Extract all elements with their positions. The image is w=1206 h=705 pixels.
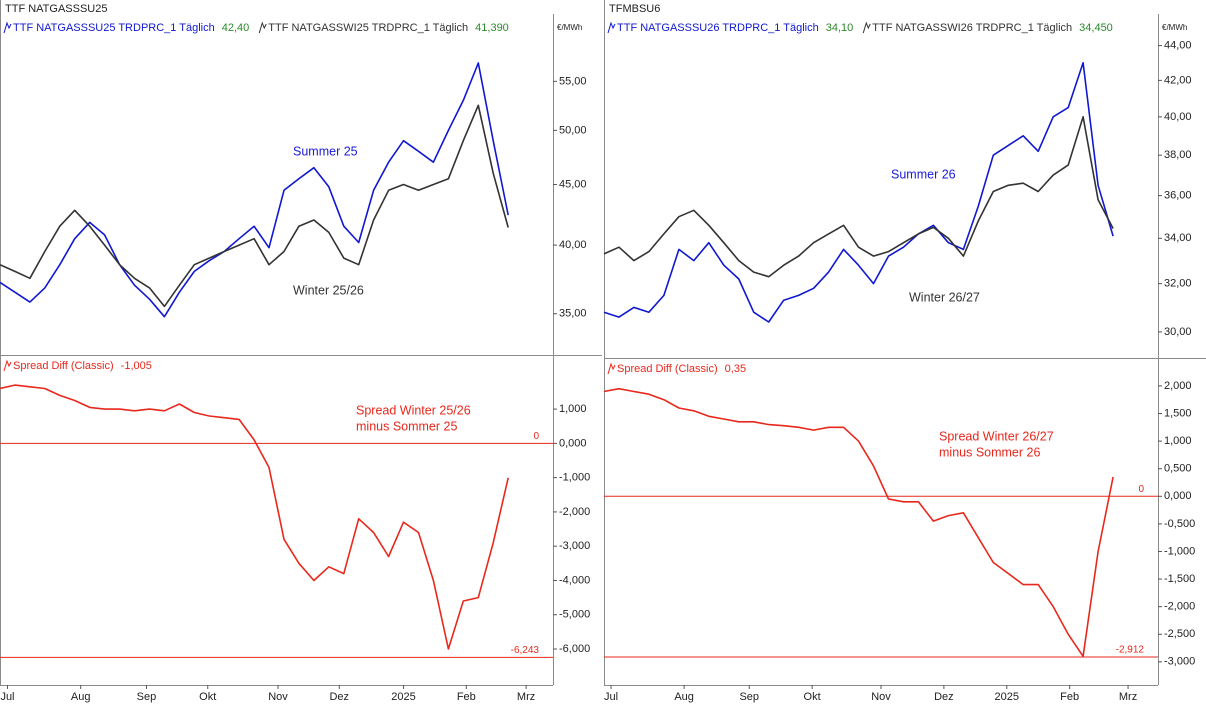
legend-name: TTF NATGASSSU25 TRDPRC_1 Täglich: [13, 22, 215, 34]
y-unit: €/MWh: [557, 23, 582, 32]
y-tick-label: -6,000: [559, 643, 590, 655]
y-tick-label: 1,000: [559, 403, 587, 415]
y-tick-label: -2,000: [1164, 601, 1195, 613]
y-tick-label: 44,00: [1164, 40, 1192, 52]
legend-value: 34,10: [826, 22, 854, 34]
annotation: minus Sommer 26: [939, 445, 1040, 459]
x-tick-label: Mrz: [1119, 691, 1137, 703]
y-tick-label: 0,000: [1164, 490, 1192, 502]
y-tick-label: -5,000: [559, 609, 590, 621]
y-tick-label: 0,000: [559, 437, 587, 449]
legend-name: TTF NATGASSWI26 TRDPRC_1 Täglich: [872, 22, 1072, 34]
series-line: [0, 104, 509, 308]
x-tick-label: Feb: [457, 691, 476, 703]
annotation: Summer 25: [293, 144, 358, 158]
y-tick-label: 36,00: [1164, 190, 1192, 202]
series-line: [603, 62, 1114, 323]
legend-value: 34,450: [1079, 22, 1113, 34]
y-tick-label: 1,000: [1164, 435, 1192, 447]
x-tick-label: Aug: [674, 691, 694, 703]
x-tick-label: Dez: [329, 691, 349, 703]
y-tick-label: 1,500: [1164, 407, 1192, 419]
x-tick-label: Nov: [268, 691, 288, 703]
x-tick-label: Sep: [137, 691, 157, 703]
legend-icon: [607, 21, 616, 34]
x-tick-label: Mrz: [517, 691, 535, 703]
annotation: Spread Winter 25/26: [356, 403, 471, 417]
legend-value: -1,005: [121, 360, 152, 372]
y-tick-label: 40,00: [1164, 111, 1192, 123]
legend-name: TTF NATGASSWI25 TRDPRC_1 Täglich: [268, 22, 468, 34]
y-tick-label: 45,00: [559, 178, 587, 190]
y-tick-label: 2,000: [1164, 380, 1192, 392]
annotation: Spread Winter 26/27: [939, 429, 1054, 443]
x-tick-label: Nov: [871, 691, 891, 703]
y-tick-label: -1,000: [559, 472, 590, 484]
y-tick-label: 30,00: [1164, 326, 1192, 338]
x-tick-label: Okt: [804, 691, 821, 703]
annotation: Summer 26: [891, 167, 956, 181]
x-tick-label: 2025: [995, 691, 1019, 703]
y-tick-label: 0,500: [1164, 463, 1192, 475]
panel-title: TTF NATGASSSU25: [5, 3, 107, 15]
legend-icon: [3, 21, 12, 34]
series-line: [0, 62, 509, 318]
y-tick-label: 34,00: [1164, 232, 1192, 244]
y-tick-label: 55,00: [559, 75, 587, 87]
x-tick-label: 2025: [391, 691, 415, 703]
x-tick-label: Jul: [0, 691, 14, 703]
y-tick-label: -2,500: [1164, 628, 1195, 640]
level-label: 0: [533, 431, 539, 442]
y-tick-label: -0,500: [1164, 518, 1195, 530]
legend-icon: [862, 21, 871, 34]
x-tick-label: Sep: [739, 691, 759, 703]
legend-value: 42,40: [222, 22, 250, 34]
series-line: [603, 116, 1114, 278]
y-tick-label: 50,00: [559, 124, 587, 136]
series-line: [603, 387, 1114, 658]
legend-icon: [258, 21, 267, 34]
annotation: Winter 25/26: [293, 283, 364, 297]
panel-title: TFMBSU6: [609, 3, 660, 15]
level-label: -6,243: [511, 645, 540, 656]
series-line: [0, 384, 509, 650]
legend-name: Spread Diff (Classic): [13, 360, 114, 372]
legend-name: Spread Diff (Classic): [617, 363, 718, 375]
x-tick-label: Jul: [604, 691, 618, 703]
y-tick-label: -3,000: [559, 540, 590, 552]
y-tick-label: 35,00: [559, 308, 587, 320]
y-unit: €/MWh: [1162, 23, 1187, 32]
y-tick-label: -1,000: [1164, 545, 1195, 557]
y-tick-label: 32,00: [1164, 278, 1192, 290]
level-label: 0: [1138, 484, 1144, 495]
annotation: Winter 26/27: [909, 290, 980, 304]
y-tick-label: -3,000: [1164, 656, 1195, 668]
annotation: minus Sommer 25: [356, 419, 457, 433]
x-tick-label: Feb: [1060, 691, 1079, 703]
legend-name: TTF NATGASSSU26 TRDPRC_1 Täglich: [617, 22, 819, 34]
x-tick-label: Okt: [199, 691, 216, 703]
x-tick-label: Dez: [934, 691, 954, 703]
y-tick-label: -2,000: [559, 506, 590, 518]
level-label: -2,912: [1116, 645, 1145, 656]
legend-icon: [607, 362, 616, 375]
legend-value: 0,35: [725, 363, 746, 375]
y-tick-label: -1,500: [1164, 573, 1195, 585]
legend-value: 41,390: [475, 22, 509, 34]
y-tick-label: 38,00: [1164, 149, 1192, 161]
legend-icon: [3, 359, 12, 372]
y-tick-label: -4,000: [559, 574, 590, 586]
y-tick-label: 40,00: [559, 239, 587, 251]
y-tick-label: 42,00: [1164, 74, 1192, 86]
x-tick-label: Aug: [71, 691, 91, 703]
